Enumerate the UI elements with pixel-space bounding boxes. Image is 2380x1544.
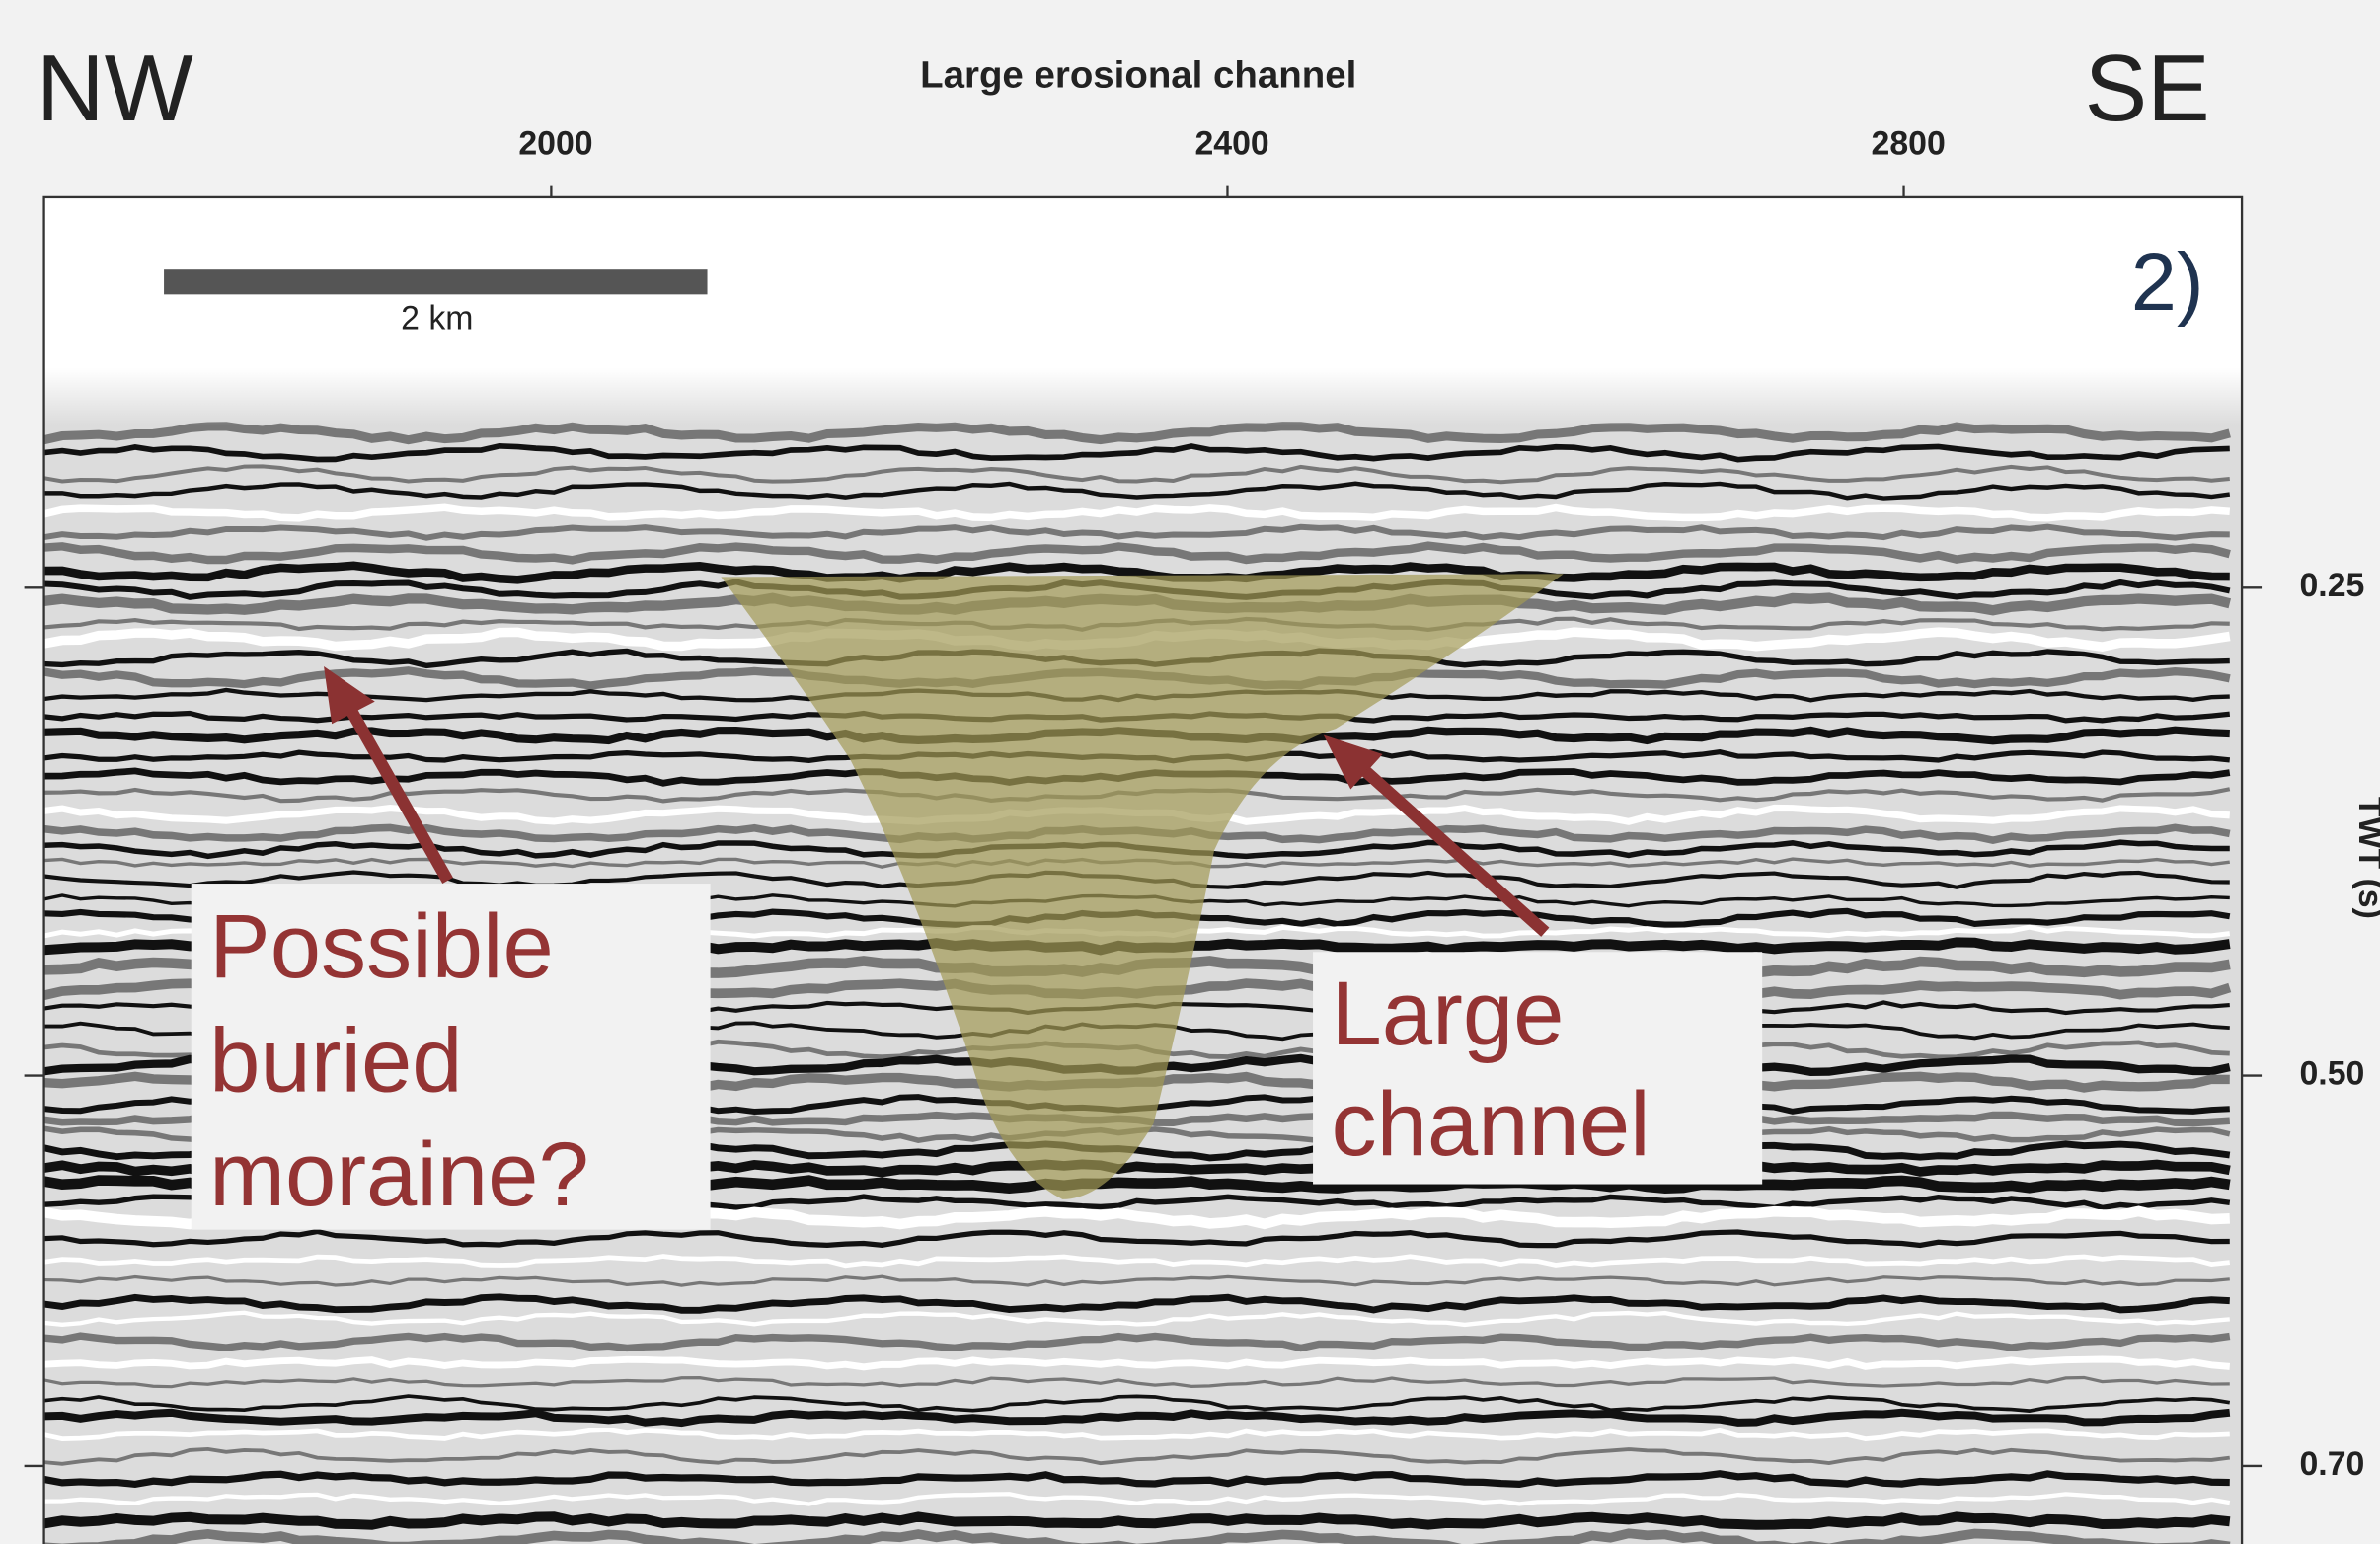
arrows (324, 666, 1550, 937)
reflector (43, 1428, 2230, 1441)
y-tick-label: 0.70 (2300, 1445, 2365, 1483)
reflector (43, 1470, 2230, 1489)
channel-fill (721, 574, 1564, 1199)
annotation-text: moraine? (209, 1122, 589, 1225)
reflector (43, 1446, 2231, 1466)
scale-bar-label: 2 km (401, 299, 473, 337)
chart-title: Large erosional channel (920, 54, 1356, 97)
y-axis-label: TWT (s) (2351, 797, 2380, 919)
reflector (43, 1293, 2230, 1314)
reflector (43, 1332, 2231, 1352)
x-tick-label: 2400 (1194, 125, 1268, 163)
reflector (43, 464, 2230, 485)
reflector (43, 1228, 2230, 1249)
reflector (43, 442, 2230, 463)
annotation-text: channel (1331, 1072, 1650, 1175)
arrowhead (324, 666, 375, 725)
reflector (43, 1274, 2230, 1287)
reflector (43, 1394, 2231, 1413)
plot-frame (42, 195, 2244, 1544)
annotation-text: buried (209, 1008, 462, 1111)
panel-label: 2) (2131, 236, 2204, 328)
reflector (43, 1408, 2231, 1428)
x-tick-label: 2800 (1872, 125, 1946, 163)
reflector (43, 1492, 2231, 1506)
reflector (43, 561, 2230, 584)
right-direction: SE (2085, 37, 2210, 141)
arrow (341, 698, 453, 884)
reflector (43, 503, 2231, 522)
y-tick-label: 0.25 (2300, 567, 2365, 604)
x-tick-label: 2000 (518, 125, 592, 163)
reflector (43, 1254, 2231, 1269)
annotation-box (1313, 952, 1763, 1185)
arrowhead (1323, 734, 1383, 790)
annotation-box (191, 884, 711, 1230)
reflector (43, 1375, 2230, 1389)
arrow (1350, 757, 1550, 937)
left-direction: NW (37, 37, 193, 141)
reflector (43, 481, 2231, 501)
scale-bar (164, 269, 708, 295)
reflector (43, 1511, 2231, 1530)
annotation-text: Possible (209, 894, 554, 997)
reflector (43, 541, 2231, 565)
reflector (43, 523, 2230, 541)
reflector (43, 1355, 2231, 1371)
water-column (43, 196, 2243, 425)
y-tick-label: 0.50 (2300, 1054, 2365, 1092)
reflector (43, 1310, 2230, 1328)
reflector (43, 422, 2231, 445)
annotation-text: Large (1331, 962, 1564, 1064)
